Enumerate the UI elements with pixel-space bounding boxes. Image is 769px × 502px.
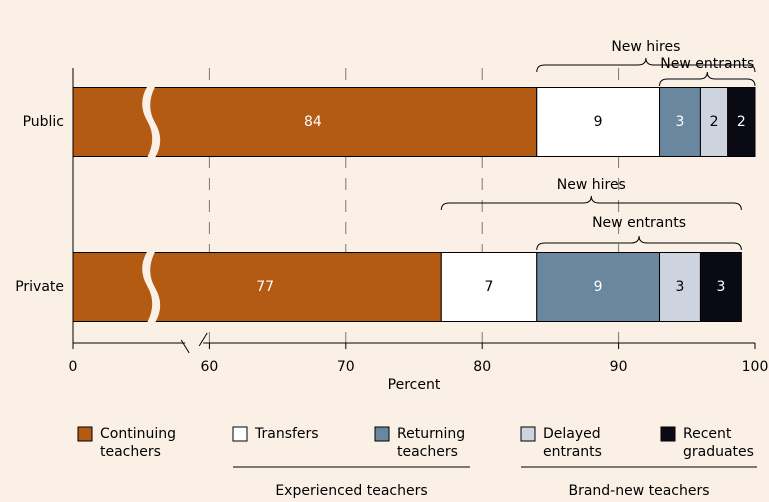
- legend-swatch: [232, 426, 248, 442]
- bar-segment: [659, 252, 701, 322]
- value-label: 9: [594, 114, 603, 130]
- legend-swatch: [660, 426, 676, 442]
- legend-group-label: Brand-new teachers: [568, 483, 709, 499]
- x-tick-label: 100: [742, 359, 769, 375]
- bracket-label: New entrants: [592, 215, 686, 231]
- x-tick-label: 90: [610, 359, 628, 375]
- bar-segment: [536, 87, 661, 157]
- value-label: 2: [710, 114, 719, 130]
- legend-swatch: [374, 426, 390, 442]
- bar-segment: [536, 252, 661, 322]
- x-tick-label: 80: [473, 359, 491, 375]
- x-tick-label: 70: [337, 359, 355, 375]
- bar-segment: [699, 252, 742, 322]
- x-tick-label: 60: [200, 359, 218, 375]
- bracket: [536, 57, 756, 73]
- value-label: 77: [256, 279, 274, 295]
- legend-swatch: [77, 426, 93, 442]
- legend-group-label: Experienced teachers: [275, 483, 427, 499]
- legend-swatch: [520, 426, 536, 442]
- value-label: 7: [485, 279, 494, 295]
- legend-label: Returning teachers: [397, 426, 465, 460]
- axis-break: [180, 332, 208, 354]
- bracket: [440, 195, 742, 211]
- bracket-label: New entrants: [660, 56, 754, 72]
- x-tick-label: 0: [69, 359, 78, 375]
- bar-break: [142, 86, 161, 158]
- bracket-label: New hires: [611, 39, 680, 55]
- bar-segment: [440, 252, 538, 322]
- bar-break: [142, 251, 161, 323]
- value-label: 9: [594, 279, 603, 295]
- y-tick-label: Private: [15, 279, 64, 295]
- value-label: 3: [676, 114, 685, 130]
- bar-segment: [72, 252, 442, 322]
- legend-label: Transfers: [254, 426, 319, 442]
- value-label: 3: [716, 279, 725, 295]
- value-label: 2: [737, 114, 746, 130]
- bracket-label: New hires: [557, 177, 626, 193]
- bracket: [659, 71, 756, 87]
- axis-break-gap: [185, 340, 204, 346]
- y-tick-label: Public: [23, 114, 64, 130]
- value-label: 84: [304, 114, 322, 130]
- legend-label: Delayed entrants: [543, 426, 602, 460]
- bar-segment: [727, 87, 756, 157]
- legend-label: Continuing teachers: [100, 426, 176, 460]
- value-label: 3: [676, 279, 685, 295]
- legend-label: Recent graduates: [683, 426, 754, 460]
- bracket: [536, 235, 742, 251]
- x-axis-label: Percent: [388, 377, 441, 393]
